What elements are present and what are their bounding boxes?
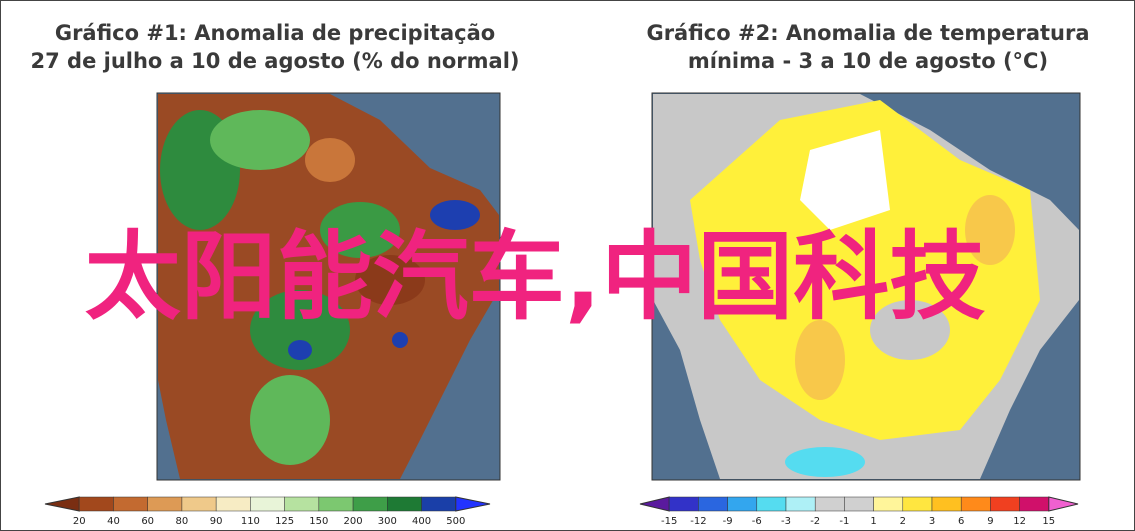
colorbar-segment — [284, 496, 320, 512]
colorbar-tick-label: 12 — [1013, 516, 1026, 527]
colorbar-tick-label: -3 — [781, 516, 791, 527]
colorbar-segment — [902, 496, 933, 512]
colorbar-segment — [250, 496, 285, 512]
colorbar-segment — [873, 496, 904, 512]
panel-title: Gráfico #2: Anomalia de temperatura — [646, 21, 1089, 45]
colorbar-segment — [668, 496, 699, 512]
colorbar-tick-label: -12 — [690, 516, 706, 527]
colorbar-segment — [387, 496, 422, 512]
colorbar-segment — [78, 496, 114, 512]
map-temperature — [651, 92, 1081, 481]
panel-title: mínima - 3 a 10 de agosto (°C) — [688, 49, 1048, 73]
colorbar-segment — [785, 496, 816, 512]
colorbar-tick-label: 300 — [378, 516, 397, 527]
colorbar-segment — [698, 496, 728, 512]
colorbar-segment — [727, 496, 758, 512]
colorbar-segment — [990, 496, 1020, 512]
colorbar-tick-label: 40 — [107, 516, 120, 527]
colorbar-tick-label: -9 — [723, 516, 733, 527]
colorbar-end — [455, 496, 491, 512]
panel-title: 27 de julho a 10 de agosto (% do normal) — [31, 49, 520, 73]
colorbar-tick-label: -15 — [661, 516, 677, 527]
colorbar-segment — [960, 496, 991, 512]
colorbar-tick-label: 2 — [900, 516, 906, 527]
colorbar-tick-label: 150 — [309, 516, 328, 527]
colorbar-tick-label: 200 — [344, 516, 363, 527]
colorbar-segment — [1019, 496, 1050, 512]
colorbar: -15 -12 -9 -6 -3 -2 -1 1 2 3 6 9 12 15 — [639, 496, 1079, 527]
colorbar-segment — [352, 496, 388, 512]
colorbar-tick-label: 1 — [870, 516, 876, 527]
colorbar-segment — [814, 496, 845, 512]
colorbar-tick-label: -6 — [752, 516, 762, 527]
colorbar-segment — [215, 496, 251, 512]
colorbar-tick-label: 125 — [275, 516, 294, 527]
colorbar-segment — [318, 496, 354, 512]
overlay-text: 太阳能汽车,中国科技 — [85, 221, 985, 333]
colorbar-tick-label: 400 — [412, 516, 431, 527]
colorbar-segment — [931, 496, 962, 512]
colorbar-segment — [756, 496, 787, 512]
colorbar-tick-label: 80 — [176, 516, 189, 527]
colorbar-tick-label: 9 — [987, 516, 993, 527]
colorbar-tick-label: 90 — [210, 516, 223, 527]
colorbar-tick-label: 60 — [141, 516, 154, 527]
colorbar-segment — [421, 496, 457, 512]
colorbar-segment — [113, 496, 148, 512]
colorbar: 20 40 60 80 90 110 125 150 200 300 400 500 — [44, 496, 491, 527]
colorbar-tick-label: 500 — [446, 516, 465, 527]
colorbar-segment — [844, 496, 874, 512]
colorbar-segment — [181, 496, 217, 512]
colorbar-tick-label: -1 — [839, 516, 849, 527]
colorbar-tick-label: 6 — [958, 516, 964, 527]
panel-title: Gráfico #1: Anomalia de precipitação — [55, 21, 495, 45]
colorbar-tick-label: -2 — [810, 516, 820, 527]
colorbar-tick-label: 110 — [241, 516, 260, 527]
colorbar-tick-label: 15 — [1042, 516, 1055, 527]
colorbar-segment — [147, 496, 183, 512]
map-precipitation — [156, 92, 501, 481]
colorbar-tick-label: 3 — [929, 516, 935, 527]
colorbar-end — [1048, 496, 1079, 512]
colorbar-tick-label: 20 — [73, 516, 86, 527]
